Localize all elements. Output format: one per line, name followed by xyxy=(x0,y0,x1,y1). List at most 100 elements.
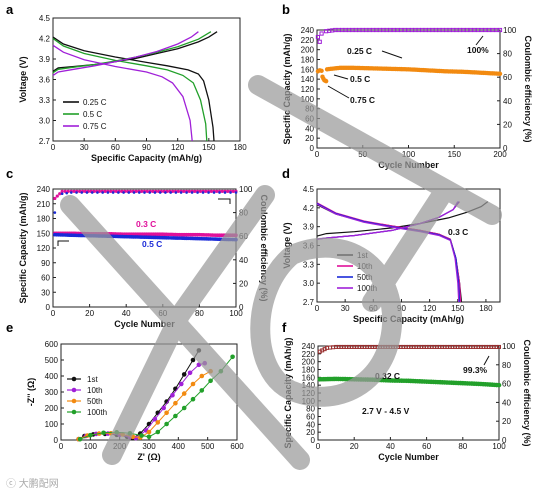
y-axis-label: Specific Capacity (mAh/g) xyxy=(282,33,292,144)
annotation-arrow xyxy=(483,355,490,366)
x-tick-label: 0 xyxy=(315,150,320,159)
efficiency-point-0.5C xyxy=(158,191,162,194)
x-tick-label: 0 xyxy=(316,442,321,451)
data-point-10th xyxy=(170,392,175,398)
efficiency-point-0.5C xyxy=(153,191,157,194)
series-line-0.5C xyxy=(52,31,212,74)
efficiency-point-0.5C xyxy=(90,191,94,194)
x-tick-label: 500 xyxy=(201,442,215,451)
right-y-tick-label: 0 xyxy=(503,144,508,153)
right-y-tick-label: 20 xyxy=(502,417,511,426)
y-tick-label: 4.5 xyxy=(303,185,315,194)
annotation: 0.3 C xyxy=(448,227,468,237)
x-tick-label: 100 xyxy=(84,442,98,451)
y-tick-label: 90 xyxy=(41,259,50,268)
annotation: 99.3% xyxy=(463,365,488,375)
x-tick-label: 90 xyxy=(142,143,151,152)
watermark-logo xyxy=(60,75,502,470)
legend-label: 100th xyxy=(87,408,107,417)
x-axis-label: Specific Capacity (mAh/g) xyxy=(353,314,464,324)
efficiency-point xyxy=(317,39,322,44)
series-line-100th xyxy=(316,203,460,303)
efficiency-point-0.5C xyxy=(137,191,141,194)
annotation: 0.75 C xyxy=(350,95,375,105)
data-point-100th xyxy=(199,388,205,393)
x-tick-label: 0 xyxy=(51,143,56,152)
y-tick-label: 40 xyxy=(305,124,314,133)
annotation: 100% xyxy=(467,45,489,55)
capacity-point xyxy=(323,78,329,84)
right-y-tick-label: 0 xyxy=(502,436,507,445)
y-tick-label: 200 xyxy=(45,404,59,413)
y-axis-label: -Z'' (Ω) xyxy=(26,378,36,407)
x-tick-label: 20 xyxy=(350,442,359,451)
y-tick-label: 60 xyxy=(306,413,315,422)
efficiency-point-0.5C xyxy=(212,191,216,194)
x-tick-label: 150 xyxy=(451,304,465,313)
efficiency-point-0.3C xyxy=(58,192,62,196)
legend-label: 10th xyxy=(87,386,103,395)
right-y-tick-label: 100 xyxy=(239,185,253,194)
data-point-1st xyxy=(181,372,187,377)
data-point-10th xyxy=(161,405,166,411)
annotation-arrow xyxy=(327,85,350,99)
x-axis-label: Specific Capacity (mAh/g) xyxy=(91,153,202,163)
data-point-50th xyxy=(199,373,205,379)
annotation: 0.5 C xyxy=(142,239,162,249)
x-axis-label: Z' (Ω) xyxy=(137,452,160,462)
data-point-100th xyxy=(173,413,178,419)
panel-b: b0 50 100 150 200020406080100120140160180200… xyxy=(282,2,533,170)
right-y-tick-label: 40 xyxy=(239,256,248,265)
efficiency-point-0.3C xyxy=(209,189,213,193)
y-tick-label: 3.3 xyxy=(39,96,51,105)
efficiency-point-0.3C xyxy=(193,189,197,193)
legend-marker xyxy=(71,376,77,382)
x-tick-label: 150 xyxy=(448,150,462,159)
efficiency-point-0.5C xyxy=(85,191,89,194)
efficiency-point-0.5C xyxy=(218,191,221,194)
right-y-axis-label: Coulombic efficiency (%) xyxy=(522,339,532,446)
x-tick-label: 80 xyxy=(195,309,204,318)
efficiency-point-0.3C xyxy=(187,189,191,193)
efficiency-point-0.5C xyxy=(143,191,146,194)
annotation-arrow xyxy=(381,50,403,59)
data-point-100th xyxy=(155,429,161,435)
efficiency-point-0.5C xyxy=(185,191,188,194)
data-point-50th xyxy=(173,400,178,406)
right-y-tick-label: 0 xyxy=(239,303,244,312)
right-y-tick-label: 40 xyxy=(502,398,511,407)
axis-indicator-arrow xyxy=(218,198,231,204)
x-tick-label: 0 xyxy=(59,442,64,451)
data-point-100th xyxy=(139,433,144,438)
y-tick-label: 100 xyxy=(301,95,315,104)
legend-label: 100th xyxy=(357,284,377,293)
efficiency-point-0.3C xyxy=(215,189,219,193)
capacity-point xyxy=(319,68,324,74)
data-point-10th xyxy=(178,381,184,387)
legend-label: 1st xyxy=(87,375,98,384)
y-tick-label: 80 xyxy=(306,405,315,414)
x-axis-label: Cycle Number xyxy=(378,452,439,462)
efficiency-point-0.5C xyxy=(122,191,125,194)
efficiency-point-0.5C xyxy=(174,191,178,194)
x-tick-label: 400 xyxy=(172,442,186,451)
y-axis-label: Voltage (V) xyxy=(282,222,292,268)
x-tick-label: 100 xyxy=(229,309,243,318)
y-tick-label: 0 xyxy=(311,436,316,445)
panel-label: e xyxy=(6,320,13,335)
panel-label: f xyxy=(282,320,287,335)
series-line-0.75C xyxy=(52,31,199,76)
efficiency-point xyxy=(497,27,503,33)
y-tick-label: 30 xyxy=(41,288,50,297)
series-line-0.25C xyxy=(52,36,215,142)
y-tick-label: 2.7 xyxy=(303,298,315,307)
y-tick-label: 500 xyxy=(45,356,59,365)
right-y-tick-label: 60 xyxy=(502,380,511,389)
x-tick-label: 20 xyxy=(85,309,94,318)
x-tick-label: 80 xyxy=(458,442,467,451)
series-line-0.5C xyxy=(52,37,208,142)
efficiency-point-0.5C xyxy=(201,191,205,194)
efficiency-point-0.3C xyxy=(220,189,224,193)
y-tick-label: 40 xyxy=(306,420,315,429)
